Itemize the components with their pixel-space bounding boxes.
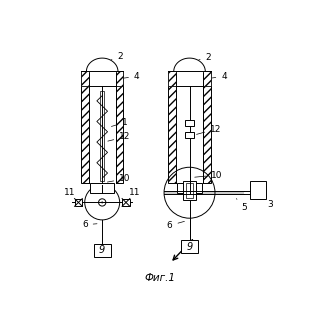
Bar	[168, 71, 211, 86]
Bar	[100, 91, 104, 180]
Bar	[168, 86, 176, 183]
Bar	[185, 120, 194, 126]
Text: 9: 9	[99, 245, 105, 255]
Bar	[183, 180, 196, 200]
Bar	[176, 86, 203, 183]
Bar	[89, 86, 115, 183]
Text: 12: 12	[108, 133, 131, 142]
Text: 3: 3	[267, 200, 273, 209]
Bar	[89, 71, 115, 86]
Bar	[181, 240, 198, 253]
Text: 12: 12	[197, 124, 222, 134]
Text: 9: 9	[187, 242, 192, 252]
Bar	[186, 183, 193, 198]
Text: 6: 6	[82, 220, 97, 229]
Bar	[94, 244, 111, 257]
Text: 6: 6	[167, 221, 184, 230]
Polygon shape	[86, 58, 118, 71]
Polygon shape	[174, 58, 205, 71]
Text: Фиг.1: Фиг.1	[145, 272, 176, 283]
Bar	[203, 86, 211, 183]
Text: 11: 11	[128, 188, 140, 197]
Bar	[250, 180, 266, 199]
Bar	[115, 86, 123, 183]
Bar	[168, 71, 176, 86]
Text: 2: 2	[198, 52, 211, 62]
Circle shape	[101, 202, 103, 203]
Text: 4: 4	[209, 72, 227, 81]
Bar	[90, 183, 114, 193]
Bar	[74, 199, 82, 206]
Text: 1: 1	[111, 118, 128, 127]
Bar	[164, 191, 244, 194]
Text: 4: 4	[122, 72, 140, 81]
Bar	[81, 71, 89, 86]
Bar	[81, 71, 123, 86]
Bar	[115, 71, 123, 86]
Bar	[185, 132, 194, 138]
Text: 5: 5	[236, 199, 247, 212]
Text: 11: 11	[64, 188, 76, 197]
Text: 2: 2	[110, 52, 123, 61]
Bar	[176, 71, 203, 86]
Bar	[81, 86, 89, 183]
Text: 10: 10	[195, 170, 223, 179]
Text: 10: 10	[107, 174, 131, 183]
Bar	[177, 183, 202, 193]
Bar	[122, 199, 130, 206]
Bar	[203, 71, 211, 86]
